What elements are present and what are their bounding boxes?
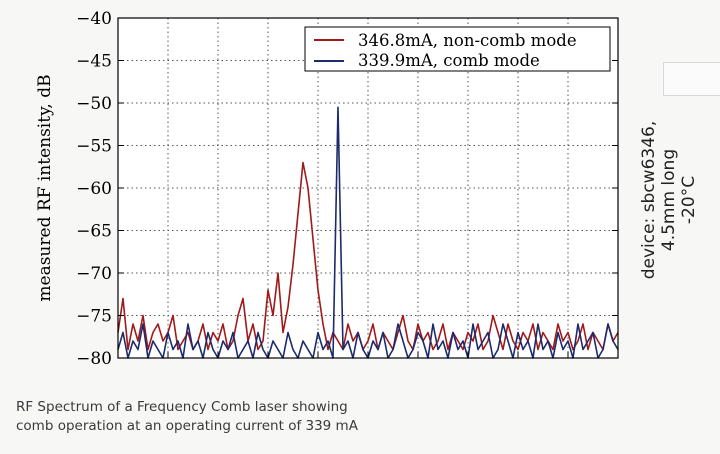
- y-tick-label: −55: [76, 137, 112, 157]
- plot-background: [118, 18, 618, 358]
- y-tick-label: −45: [76, 52, 112, 72]
- y-tick-label: −40: [76, 9, 112, 29]
- caption-line-2: comb operation at an operating current o…: [16, 418, 358, 434]
- caption-line-1: RF Spectrum of a Frequency Comb laser sh…: [16, 399, 348, 415]
- figure-caption: RF Spectrum of a Frequency Comb laser sh…: [16, 398, 358, 436]
- legend: 346.8mA, non-comb mode 339.9mA, comb mod…: [304, 26, 611, 72]
- y-tick-label: −70: [76, 264, 112, 284]
- y-axis-ticks: −40 −45 −50 −55 −60 −65 −70 −75 −80: [76, 9, 619, 369]
- y-tick-label: −65: [76, 222, 112, 242]
- device-info-line-1: device: sbcw6346,: [639, 121, 659, 280]
- legend-label-non-comb: 346.8mA, non-comb mode: [358, 31, 577, 50]
- device-info-label: device: sbcw6346, 4.5mm long -20°C: [639, 121, 699, 280]
- y-axis-label: measured RF intensity, dB: [35, 74, 55, 301]
- device-info-line-2: 4.5mm long: [659, 149, 679, 251]
- y-tick-label: −60: [76, 179, 112, 199]
- series-line-non-comb: [117, 161, 619, 351]
- legend-label-comb: 339.9mA, comb mode: [358, 51, 540, 70]
- legend-box: [304, 26, 611, 72]
- device-info-line-3: -20°C: [679, 176, 699, 224]
- y-tick-label: −50: [76, 94, 112, 114]
- side-panel-box: [663, 62, 720, 96]
- y-tick-label: −80: [76, 349, 112, 369]
- y-tick-label: −75: [76, 307, 112, 327]
